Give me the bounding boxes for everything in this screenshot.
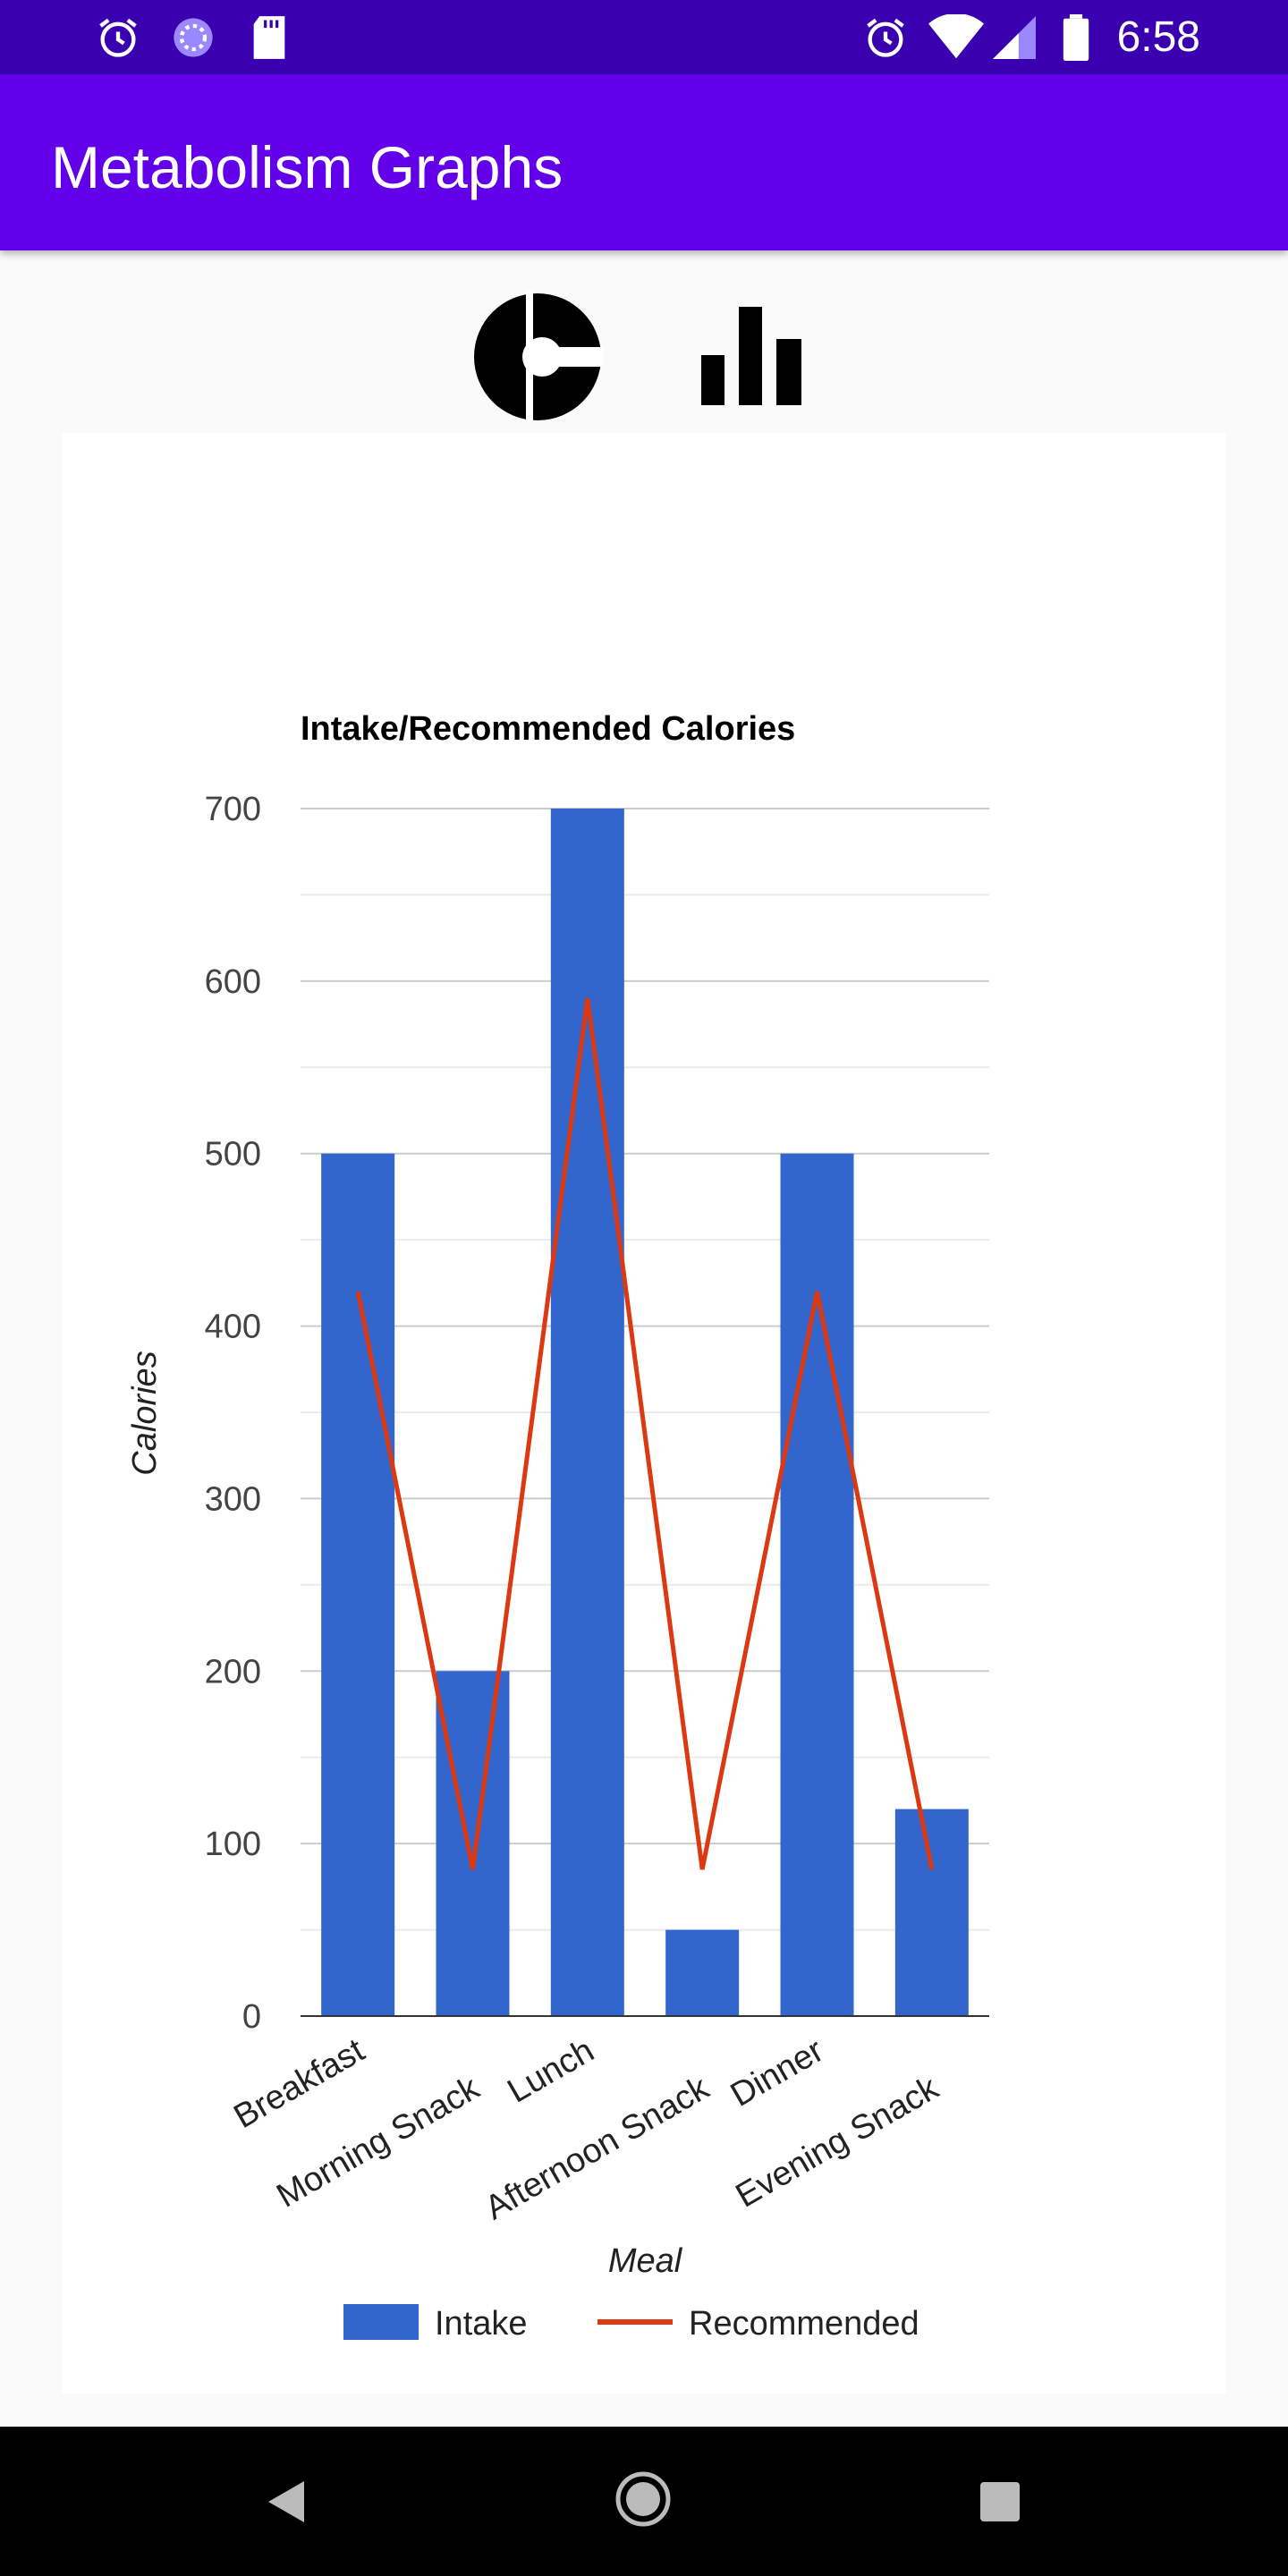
- app-title: Metabolism Graphs: [51, 134, 564, 200]
- alarm-icon: [862, 0, 909, 74]
- y-tick-label: 500: [205, 1136, 261, 1174]
- y-tick-label: 400: [205, 1309, 261, 1346]
- chart-legend: Intake Recommended: [343, 2304, 919, 2343]
- bar-line-chart: Intake/Recommended Calories 0 100 200 300 40…: [126, 710, 989, 2343]
- bar-chart-icon: [701, 307, 801, 405]
- chart-card: Intake/Recommended Calories 0 100 200 300 40…: [63, 433, 1225, 2394]
- battery-icon: [1063, 0, 1089, 74]
- bar-intake[interactable]: [780, 1153, 854, 2016]
- y-axis-label: Calories: [126, 1351, 164, 1475]
- series-line-recommended: [355, 997, 935, 1870]
- bar-chart-button[interactable]: [701, 307, 801, 410]
- chart-title: Intake/Recommended Calories: [301, 710, 795, 748]
- wifi-icon: [928, 0, 984, 74]
- x-tick-label: Dinner: [724, 2031, 830, 2114]
- alarm-icon: [95, 0, 141, 74]
- y-tick-label: 300: [205, 1480, 261, 1518]
- pie-chart-button[interactable]: [472, 292, 606, 427]
- bar-intake[interactable]: [894, 1809, 969, 2016]
- bar-intake[interactable]: [665, 1929, 740, 2016]
- bar-intake[interactable]: [550, 809, 624, 2016]
- bar-intake[interactable]: [321, 1153, 395, 2016]
- status-bar: 6:58: [0, 0, 1288, 74]
- legend-label-intake: Intake: [435, 2305, 528, 2343]
- pie-chart-icon: [474, 292, 606, 422]
- sd-card-icon: [249, 0, 290, 74]
- back-icon: [268, 2481, 304, 2522]
- x-tick-label: Lunch: [502, 2031, 601, 2110]
- cell-signal-icon: [993, 0, 1036, 74]
- chart-grid: [301, 808, 989, 1931]
- y-tick-label: 600: [205, 963, 261, 1001]
- nav-bar: [0, 2427, 1288, 2576]
- bar-intake[interactable]: [436, 1671, 510, 2016]
- y-tick-label: 700: [205, 791, 261, 828]
- y-axis-ticks: 0 100 200 300 400 500 600 700: [205, 791, 261, 2036]
- legend-label-recommended: Recommended: [689, 2305, 919, 2343]
- sync-icon: [170, 0, 216, 74]
- legend-swatch-intake: [343, 2304, 419, 2340]
- y-tick-label: 100: [205, 1826, 261, 1863]
- x-axis-label: Meal: [608, 2242, 683, 2280]
- back-button[interactable]: [265, 2479, 308, 2529]
- x-tick-label: Breakfast: [228, 2031, 371, 2136]
- y-tick-label: 0: [242, 1998, 261, 2036]
- recents-icon: [980, 2482, 1020, 2521]
- app-bar: Metabolism Graphs: [0, 74, 1288, 250]
- home-icon: [615, 2471, 671, 2527]
- home-button[interactable]: [614, 2470, 673, 2533]
- status-time: 6:58: [1116, 13, 1200, 61]
- recents-button[interactable]: [980, 2482, 1020, 2526]
- y-tick-label: 200: [205, 1653, 261, 1690]
